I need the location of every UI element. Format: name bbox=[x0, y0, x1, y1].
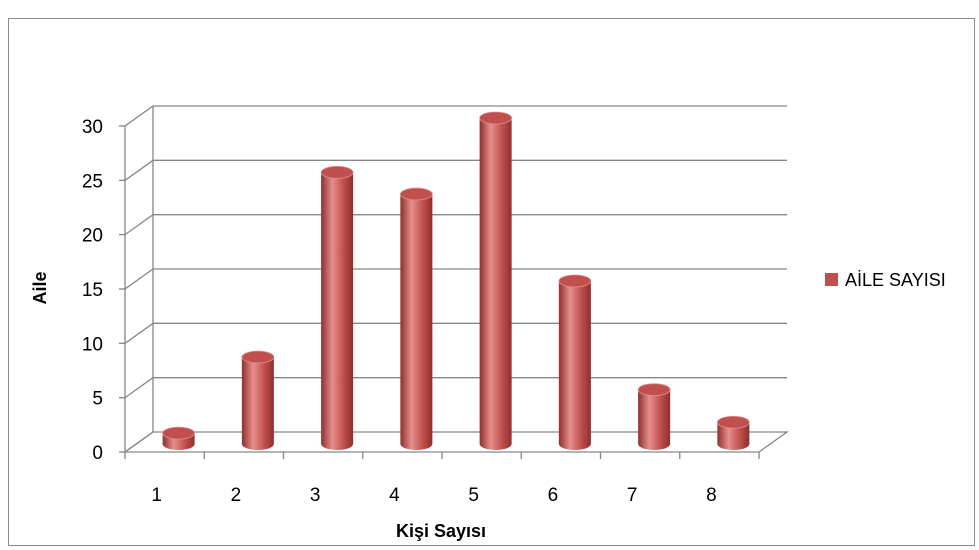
bar-body bbox=[717, 422, 750, 450]
legend: AİLE SAYISI bbox=[825, 270, 946, 290]
bar-body bbox=[638, 389, 671, 450]
bar-body bbox=[241, 357, 274, 450]
bar-top bbox=[716, 415, 750, 429]
x-tick-label: 6 bbox=[548, 485, 559, 506]
floor bbox=[122, 431, 790, 453]
legend-swatch bbox=[825, 273, 838, 286]
bar-top bbox=[479, 111, 513, 125]
bar bbox=[716, 415, 750, 450]
gridline-depth bbox=[124, 268, 154, 290]
bar-body bbox=[400, 194, 433, 450]
bar-top bbox=[241, 350, 275, 364]
bar bbox=[637, 383, 671, 450]
x-tick-label: 8 bbox=[706, 485, 717, 506]
bar bbox=[479, 111, 513, 450]
bar-top bbox=[320, 165, 354, 179]
x-tick-label: 1 bbox=[151, 485, 162, 506]
gridline-depth bbox=[124, 159, 154, 181]
y-tick-label: 30 bbox=[82, 117, 103, 138]
bar bbox=[558, 274, 592, 450]
bar-top bbox=[558, 274, 592, 288]
x-tick-label: 2 bbox=[231, 485, 242, 506]
gridline-depth bbox=[124, 322, 154, 344]
x-tick-label: 3 bbox=[310, 485, 321, 506]
y-tick-label: 25 bbox=[82, 171, 103, 192]
axes: 0 5 10 15 20 25 30 1 2 3 4 5 6 7 8 bbox=[82, 117, 760, 506]
bar-top bbox=[637, 383, 671, 397]
bar-top bbox=[399, 187, 433, 201]
legend-label: AİLE SAYISI bbox=[845, 270, 946, 290]
bar-top bbox=[162, 426, 196, 440]
gridline-depth bbox=[124, 214, 154, 236]
bar-body bbox=[479, 118, 512, 450]
x-tick-label: 5 bbox=[468, 485, 479, 506]
y-axis-title: Aile bbox=[30, 271, 50, 304]
x-axis-title: Kişi Sayısı bbox=[396, 521, 486, 541]
y-tick-label: 20 bbox=[82, 226, 103, 247]
y-tick-label: 10 bbox=[82, 334, 103, 355]
bar-body bbox=[321, 172, 354, 451]
y-tick-label: 0 bbox=[92, 443, 103, 464]
bar bbox=[320, 165, 354, 451]
gridline-depth bbox=[124, 105, 154, 127]
x-tick-label: 4 bbox=[389, 485, 400, 506]
bar-body bbox=[558, 281, 591, 450]
gridline-depth bbox=[124, 377, 154, 399]
bar bbox=[241, 350, 275, 450]
y-tick-label: 5 bbox=[92, 389, 103, 410]
x-tick-label: 7 bbox=[627, 485, 638, 506]
gridlines bbox=[122, 105, 790, 453]
y-tick-label: 15 bbox=[82, 280, 103, 301]
bar bbox=[399, 187, 433, 450]
bar bbox=[162, 426, 196, 450]
bars bbox=[162, 111, 750, 451]
